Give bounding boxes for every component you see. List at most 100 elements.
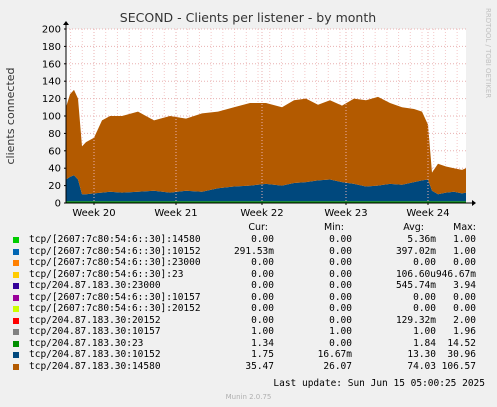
- area-series-tcp-10152: [66, 175, 466, 202]
- x-axis-arrow: [472, 200, 476, 206]
- y-tick-label: 100: [42, 112, 61, 123]
- x-tick-label: Week 22: [240, 208, 283, 219]
- legend-cur: 291.53m: [233, 245, 274, 257]
- legend-min: 0.00: [329, 337, 352, 349]
- legend-series-name: tcp/204.87.183.30:23: [29, 337, 144, 349]
- legend-max: 0.00: [453, 291, 476, 303]
- legend-max: 1.00: [453, 234, 476, 245]
- legend-row: tcp/[2607:7c80:54:6::30]:14580 0.00 0.00 5.…: [0, 234, 497, 245]
- legend-min: 0.00: [329, 303, 352, 314]
- legend-header-min: Min:: [323, 222, 344, 233]
- legend-swatch: [13, 260, 19, 266]
- legend-swatch: [13, 363, 19, 370]
- legend-series-name: tcp/[2607:7c80:54:6::30]:23000: [29, 257, 201, 268]
- legend-row: tcp/204.87.183.30:10157 1.00 1.00 1.00 1.96: [0, 326, 497, 337]
- legend-avg: 0.00: [413, 257, 436, 268]
- legend-min: 0.00: [329, 234, 352, 245]
- legend-cur: 0.00: [251, 314, 274, 326]
- legend-row: tcp/204.87.183.30:23000 0.00 0.00 545.74m 3.…: [0, 280, 497, 291]
- legend-min: 26.07: [323, 360, 352, 372]
- legend-swatch: [13, 271, 19, 278]
- legend-swatch: [13, 317, 19, 324]
- legend-cur: 0.00: [251, 268, 274, 280]
- legend-max: 946.67m: [435, 268, 476, 280]
- legend-cur: 1.00: [251, 326, 274, 337]
- legend-max: 1.00: [453, 245, 476, 257]
- legend-avg: 545.74m: [395, 280, 436, 291]
- legend-series-name: tcp/[2607:7c80:54:6::30]:14580: [29, 234, 201, 245]
- y-tick-label: 40: [48, 164, 61, 175]
- legend-avg: 74.03: [407, 360, 436, 372]
- legend-row: tcp/[2607:7c80:54:6::30]:23000 0.00 0.00 0.…: [0, 257, 497, 268]
- y-tick-label: 160: [42, 59, 61, 70]
- legend-swatch: [13, 306, 19, 312]
- legend-swatch: [13, 237, 19, 243]
- area-series-tcp-14580: [66, 89, 466, 195]
- legend-max: 0.00: [453, 303, 476, 314]
- legend-avg: 106.60u: [395, 268, 436, 280]
- legend-swatch: [13, 283, 19, 289]
- legend-cur: 0.00: [251, 234, 274, 245]
- legend-min: 16.67m: [317, 349, 352, 360]
- munin-version: Munin 2.0.75: [225, 393, 272, 401]
- legend-row: tcp/204.87.183.30:14580 35.47 26.07 74.03 10…: [0, 361, 497, 372]
- legend-header-avg: Avg:: [403, 222, 424, 233]
- legend-max: 30.96: [447, 349, 476, 360]
- legend-row: tcp/[2607:7c80:54:6::30]:20152 0.00 0.00 0.…: [0, 303, 497, 314]
- legend-header-cur: Cur:: [248, 222, 268, 233]
- legend-series-name: tcp/[2607:7c80:54:6::30]:23: [29, 268, 184, 280]
- x-tick-label: Week 23: [324, 208, 367, 219]
- legend-series-name: tcp/204.87.183.30:14580: [29, 360, 161, 372]
- legend-cur: 0.00: [251, 303, 274, 314]
- x-tick-label: Week 24: [406, 208, 449, 219]
- legend-series-name: tcp/204.87.183.30:10157: [29, 326, 161, 337]
- legend-avg: 1.84: [413, 337, 436, 349]
- y-tick-label: 80: [48, 129, 61, 140]
- legend-min: 0.00: [329, 280, 352, 291]
- chart-title: SECOND - Clients per listener - by month: [120, 10, 376, 25]
- y-tick-label: 200: [42, 25, 61, 36]
- legend-max: 14.52: [447, 337, 476, 349]
- legend-swatch: [13, 294, 19, 301]
- legend-header-max: Max:: [453, 222, 476, 233]
- legend-min: 0.00: [329, 257, 352, 268]
- legend-avg: 5.36m: [407, 234, 436, 245]
- y-tick-label: 60: [48, 146, 61, 157]
- legend-min: 0.00: [329, 245, 352, 257]
- legend-max: 0.00: [453, 257, 476, 268]
- legend-cur: 1.34: [251, 337, 274, 349]
- legend-avg: 129.32m: [395, 314, 436, 326]
- legend-row: tcp/204.87.183.30:20152 0.00 0.00 129.32m 2.…: [0, 315, 497, 326]
- y-tick-label: 20: [48, 181, 61, 192]
- last-update: Last update: Sun Jun 15 05:00:25 2025: [273, 378, 485, 389]
- legend-avg: 397.02m: [395, 245, 436, 257]
- legend-swatch: [13, 248, 19, 255]
- legend-min: 0.00: [329, 291, 352, 303]
- y-tick-label: 140: [42, 77, 61, 88]
- y-tick-label: 0: [55, 199, 61, 210]
- legend-series-name: tcp/204.87.183.30:10152: [29, 349, 161, 360]
- y-tick-label: 120: [42, 94, 61, 105]
- legend-cur: 35.47: [245, 360, 274, 372]
- legend-cur: 0.00: [251, 257, 274, 268]
- legend-cur: 0.00: [251, 291, 274, 303]
- legend-cur: 1.75: [251, 349, 274, 360]
- rrdtool-watermark: RRDTOOL / TOBI OETIKER: [484, 8, 492, 98]
- legend-cur: 0.00: [251, 280, 274, 291]
- legend-max: 1.96: [453, 326, 476, 337]
- legend-max: 2.00: [453, 314, 476, 326]
- legend-row: tcp/[2607:7c80:54:6::30]:23 0.00 0.00 106.6…: [0, 269, 497, 280]
- legend-avg: 0.00: [413, 291, 436, 303]
- legend-series-name: tcp/[2607:7c80:54:6::30]:20152: [29, 303, 201, 314]
- legend-swatch: [13, 352, 19, 358]
- y-tick-label: 180: [42, 42, 61, 53]
- legend-row: tcp/204.87.183.30:23 1.34 0.00 1.84 14.52: [0, 338, 497, 349]
- legend-series-name: tcp/204.87.183.30:23000: [29, 280, 161, 291]
- legend-series-name: tcp/204.87.183.30:20152: [29, 314, 161, 326]
- legend-max: 106.57: [441, 360, 476, 372]
- x-tick-label: Week 20: [72, 208, 115, 219]
- legend-series-name: tcp/[2607:7c80:54:6::30]:10152: [29, 245, 201, 257]
- legend-row: tcp/[2607:7c80:54:6::30]:10157 0.00 0.00 0.…: [0, 292, 497, 303]
